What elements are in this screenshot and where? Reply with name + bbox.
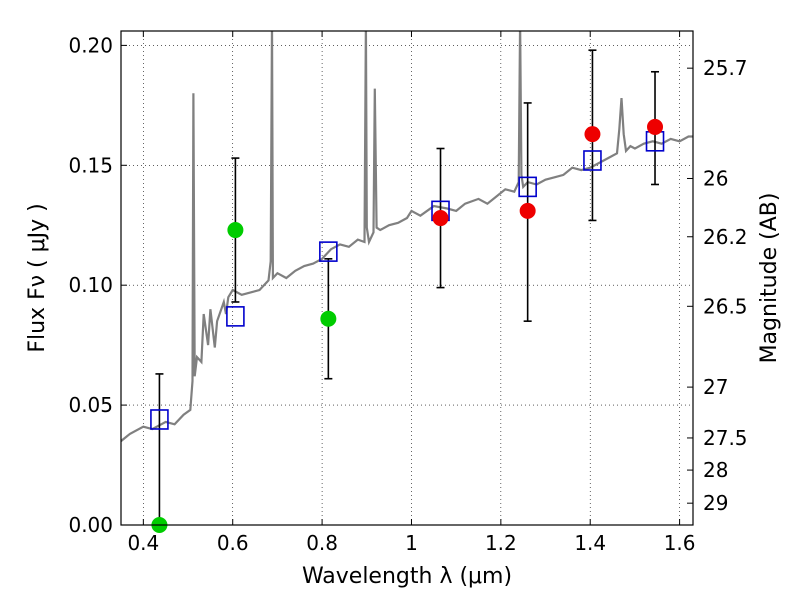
observed-point xyxy=(320,310,337,327)
observed-point xyxy=(227,222,244,239)
mag-tick-label: 28 xyxy=(703,458,728,482)
mag-tick-label: 27 xyxy=(703,375,728,399)
y-tick-label: 0.15 xyxy=(68,153,113,177)
observed-point xyxy=(519,202,536,219)
x-axis-label: Wavelength λ (μm) xyxy=(302,564,512,589)
y-axis-label: Flux Fν ( μJy ) xyxy=(25,203,50,352)
x-tick-label: 1.2 xyxy=(485,531,517,555)
mag-tick-label: 26.2 xyxy=(703,225,748,249)
mag-tick-label: 25.7 xyxy=(703,56,748,80)
synthetic-point xyxy=(583,150,602,171)
synthetic-point xyxy=(319,241,338,262)
observed-point xyxy=(584,126,601,143)
plot-frame xyxy=(120,30,694,526)
y-tick-label: 0.05 xyxy=(68,393,113,417)
x-tick-label: 1.6 xyxy=(664,531,696,555)
x-tick-label: 0.8 xyxy=(306,531,338,555)
synthetic-point xyxy=(518,176,537,198)
y-tick-label: 0.10 xyxy=(68,273,113,297)
observed-point xyxy=(432,210,449,227)
mag-tick-label: 26.5 xyxy=(703,294,748,318)
x-tick-label: 0.4 xyxy=(127,531,159,555)
observed-point xyxy=(647,118,664,135)
model-spectrum-line xyxy=(121,31,693,442)
model-spectrum xyxy=(121,31,693,442)
y2-axis-label: Magnitude (AB) xyxy=(757,193,782,364)
x-tick-label: 0.6 xyxy=(217,531,249,555)
y-tick-label: 0.20 xyxy=(68,33,113,57)
synthetic-point xyxy=(226,306,245,327)
axis-ticks: 0.4 0.6 0.8 1 1.2 1.4 1.6 0.00 0.05 0.10 0.15 0.20 2… xyxy=(68,31,748,555)
y-tick-label: 0.00 xyxy=(68,513,113,537)
x-tick-label: 1 xyxy=(405,531,418,555)
synthetic-point xyxy=(150,409,169,430)
x-tick-label: 1.4 xyxy=(574,531,606,555)
observed-points xyxy=(151,118,664,533)
mag-tick-label: 29 xyxy=(703,491,728,515)
mag-tick-label: 26 xyxy=(703,166,728,190)
mag-tick-label: 27.5 xyxy=(703,426,748,450)
